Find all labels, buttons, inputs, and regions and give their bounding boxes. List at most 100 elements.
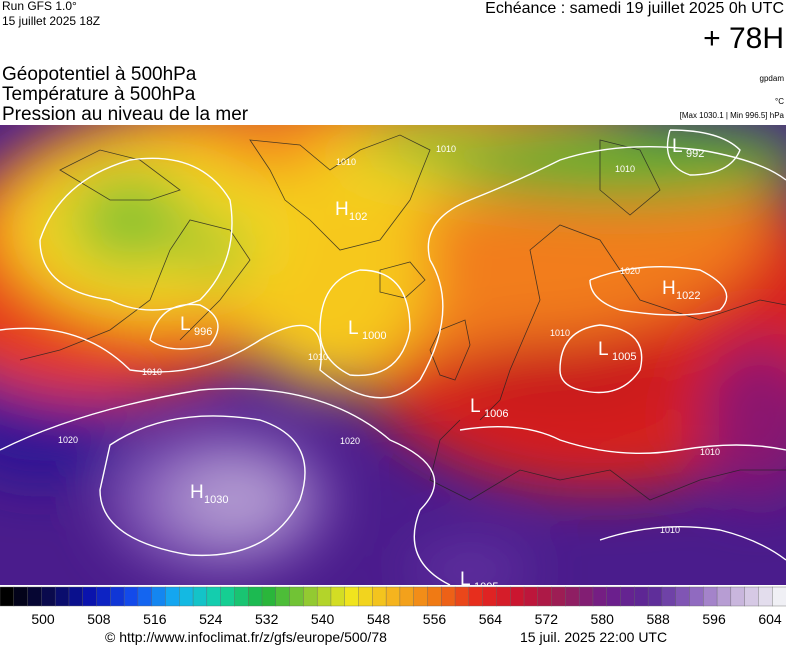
color-swatch — [206, 586, 222, 607]
center-letter: L — [460, 569, 471, 590]
center-value: 1030 — [204, 494, 228, 506]
color-swatch — [137, 586, 153, 607]
color-swatch — [454, 586, 470, 607]
title-line: Température à 500hPa — [2, 84, 196, 105]
color-swatch — [179, 586, 194, 607]
center-letter: L — [180, 314, 191, 335]
color-bar-label: 564 — [479, 611, 503, 627]
color-swatch — [606, 586, 622, 607]
color-bar-label: 580 — [591, 611, 615, 627]
color-swatch — [372, 586, 387, 607]
title-line: Pression au niveau de la mer — [2, 104, 249, 125]
color-swatch — [565, 586, 580, 607]
color-swatch — [441, 586, 456, 607]
isobar-label: 1020 — [340, 436, 360, 446]
center-value: 992 — [686, 148, 704, 160]
color-bar-label: 604 — [758, 611, 782, 627]
color-swatch — [165, 586, 180, 607]
center-value: 1000 — [362, 330, 386, 342]
run-date: 15 juillet 2025 18Z — [2, 14, 100, 28]
color-bar-label: 540 — [311, 611, 335, 627]
color-bar-label: 532 — [255, 611, 279, 627]
isobar-label: 1010 — [660, 525, 680, 535]
color-bar-label: 596 — [702, 611, 726, 627]
color-swatch — [551, 586, 566, 607]
color-swatch — [13, 586, 29, 607]
unit-label: gpdam — [760, 74, 785, 83]
unit-label: °C — [775, 97, 784, 106]
color-swatch — [578, 586, 594, 607]
center-letter: L — [598, 339, 609, 360]
color-bar-label: 500 — [31, 611, 55, 627]
center-letter: L — [470, 396, 481, 417]
color-swatch — [523, 586, 539, 607]
color-swatch — [27, 586, 42, 607]
color-bar-label: 524 — [199, 611, 223, 627]
generated-time: 15 juil. 2025 22:00 UTC — [520, 629, 667, 645]
unit-label: [Max 1030.1 | Min 996.5] hPa — [680, 111, 785, 120]
run-label: Run GFS 1.0° — [2, 0, 77, 13]
color-swatch — [744, 586, 759, 607]
color-swatch — [510, 586, 525, 607]
color-swatch — [248, 586, 263, 607]
isobar-label: 1010 — [142, 367, 162, 377]
center-letter: H — [662, 278, 676, 299]
color-bar-label: 508 — [87, 611, 111, 627]
color-swatch — [261, 586, 277, 607]
color-bar-label: 588 — [646, 611, 670, 627]
color-swatch — [385, 586, 401, 607]
color-swatch — [537, 586, 553, 607]
color-swatch — [427, 586, 442, 607]
center-letter: L — [348, 318, 359, 339]
color-swatch — [96, 586, 111, 607]
color-swatch — [344, 586, 360, 607]
color-swatch — [758, 586, 773, 607]
isobar-label: 1020 — [58, 435, 78, 445]
color-swatch — [123, 586, 139, 607]
color-swatch — [358, 586, 373, 607]
color-bar-label: 548 — [367, 611, 391, 627]
color-swatch — [689, 586, 704, 607]
color-swatch — [730, 586, 746, 607]
map-field — [0, 125, 786, 585]
color-swatch — [82, 586, 98, 607]
color-swatch — [303, 586, 318, 607]
color-swatch — [192, 586, 208, 607]
color-swatch — [330, 586, 346, 607]
isobar-label: 1010 — [700, 447, 720, 457]
center-value: 1006 — [484, 408, 508, 420]
lead-time: + 78H — [703, 22, 784, 55]
color-swatch — [675, 586, 690, 607]
center-letter: H — [190, 482, 204, 503]
color-bar: 500 508 516 524 532 540 548 556 564 572 580 588 596 6… — [0, 586, 786, 627]
center-letter: L — [672, 136, 683, 157]
title-line: Géopotentiel à 500hPa — [2, 64, 197, 85]
valid-time: Echéance : samedi 19 juillet 2025 0h UTC — [485, 0, 784, 17]
color-swatch — [634, 586, 649, 607]
color-swatch — [54, 586, 70, 607]
color-swatch — [592, 586, 608, 607]
color-swatch — [68, 586, 84, 607]
color-bar-label: 572 — [535, 611, 559, 627]
isobar-label: 1010 — [550, 328, 570, 338]
color-swatch — [316, 586, 332, 607]
color-swatch — [703, 586, 718, 607]
isobar-label: 1010 — [436, 144, 456, 154]
color-swatch — [289, 586, 304, 607]
isobar-label: 1010 — [336, 157, 356, 167]
color-swatch — [234, 586, 249, 607]
color-bar-label: 516 — [143, 611, 167, 627]
color-swatch — [772, 586, 786, 607]
center-value: 996 — [194, 326, 212, 338]
center-value: 1022 — [676, 290, 700, 302]
color-swatch — [716, 586, 732, 607]
color-swatch — [0, 586, 15, 607]
color-swatch — [275, 586, 291, 607]
isobar-label: 1010 — [615, 164, 635, 174]
color-swatch — [661, 586, 677, 607]
color-swatch — [496, 586, 511, 607]
isobar-label: 1020 — [620, 266, 640, 276]
